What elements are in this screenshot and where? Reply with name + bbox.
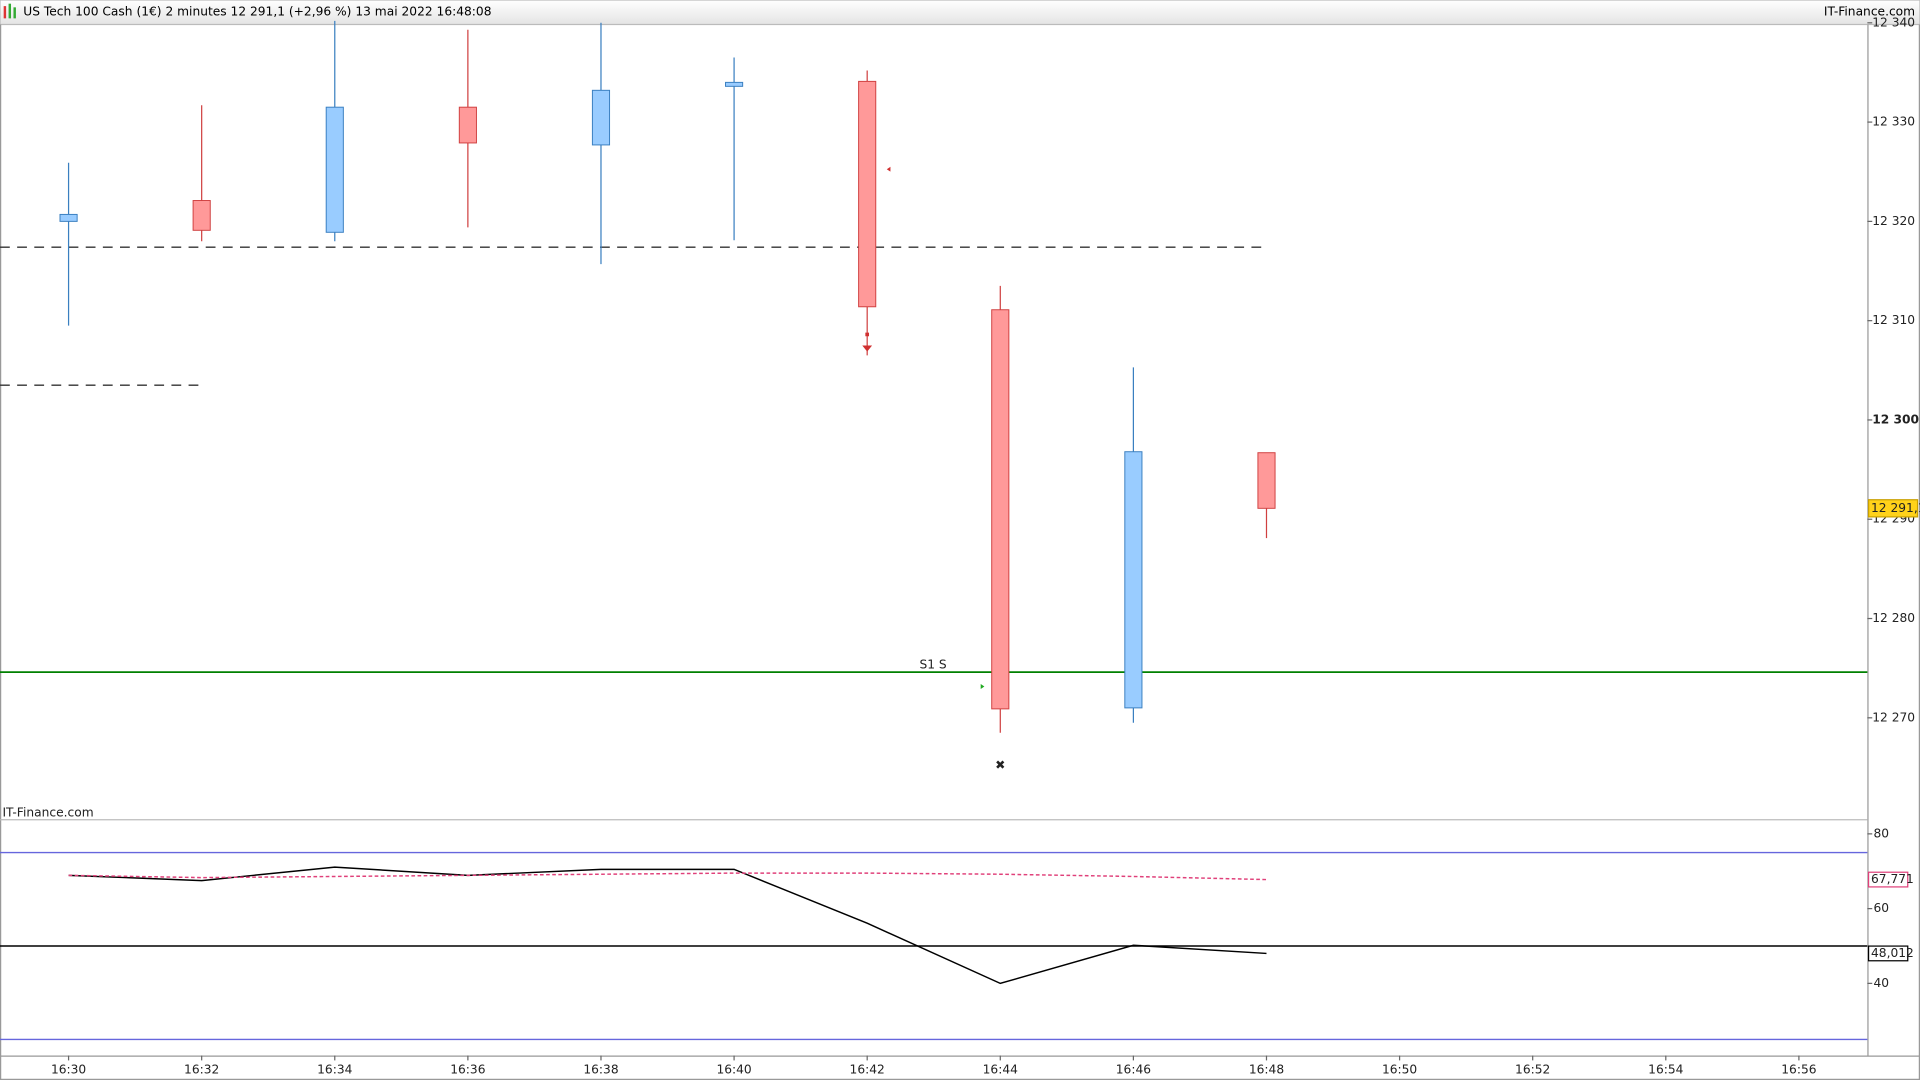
y-tick-label: 60 — [1873, 901, 1889, 915]
y-tick-label: 80 — [1873, 826, 1889, 840]
level-label: S1 S — [919, 657, 946, 671]
x-tick-label: 16:32 — [184, 1063, 219, 1077]
candle-body — [591, 89, 611, 146]
x-tick-label: 16:44 — [983, 1063, 1018, 1077]
x-tick-label: 16:56 — [1781, 1063, 1816, 1077]
watermark: IT-Finance.com — [2, 806, 93, 820]
y-tick-label: 40 — [1873, 976, 1889, 990]
indicator-line — [68, 866, 1267, 985]
y-tick-label: 12 320 — [1872, 214, 1915, 228]
x-tick-label: 16:30 — [51, 1063, 86, 1077]
value-box — [1867, 945, 1909, 962]
candle-body — [1257, 452, 1276, 509]
y-tick-label: 12 280 — [1872, 611, 1915, 625]
value-box — [1867, 871, 1909, 888]
x-tick-label: 16:46 — [1116, 1063, 1151, 1077]
icon — [3, 6, 7, 19]
x-tick-label: 16:34 — [317, 1063, 352, 1077]
x-tick-label: 16:50 — [1382, 1063, 1417, 1077]
value-label: 67,771 — [1871, 872, 1914, 886]
icon — [13, 7, 16, 19]
y-tick-label: 12 340 — [1872, 15, 1915, 29]
y-tick-label: 12 330 — [1872, 115, 1915, 129]
x-tick-label: 16:48 — [1249, 1063, 1284, 1077]
candle-body — [1124, 451, 1143, 709]
x-tick-label: 16:36 — [450, 1063, 485, 1077]
y-tick-label: 12 300 — [1872, 412, 1919, 426]
sell-arrow — [862, 332, 873, 352]
x-tick-label: 16:40 — [716, 1063, 751, 1077]
last-price-label: 12 291,1 — [1871, 501, 1920, 515]
last-price-box — [1867, 499, 1919, 518]
x-tick-label: 16:54 — [1648, 1063, 1683, 1077]
x-tick-label: 16:52 — [1515, 1063, 1550, 1077]
icon — [8, 3, 12, 19]
header-brand[interactable]: IT-Finance.com — [1824, 5, 1915, 19]
candle-body — [458, 106, 477, 144]
buy-cross: ✖ — [995, 758, 1005, 772]
candle-body — [325, 106, 344, 233]
marker — [886, 166, 891, 172]
indicator-line — [68, 872, 1267, 881]
y-tick-label: 12 310 — [1872, 313, 1915, 327]
candle-body — [725, 81, 744, 87]
candle-body — [192, 200, 211, 231]
y-tick-label: 12 270 — [1872, 710, 1915, 724]
x-tick-label: 16:42 — [850, 1063, 885, 1077]
header-title: US Tech 100 Cash (1€) 2 minutes 12 291,1… — [23, 5, 491, 19]
candle-body — [991, 309, 1010, 710]
candle-body — [858, 80, 877, 308]
value-label: 48,012 — [1871, 946, 1914, 960]
candle-body — [59, 213, 78, 222]
header-bar — [0, 0, 1920, 26]
x-tick-label: 16:38 — [583, 1063, 618, 1077]
marker — [980, 684, 985, 689]
